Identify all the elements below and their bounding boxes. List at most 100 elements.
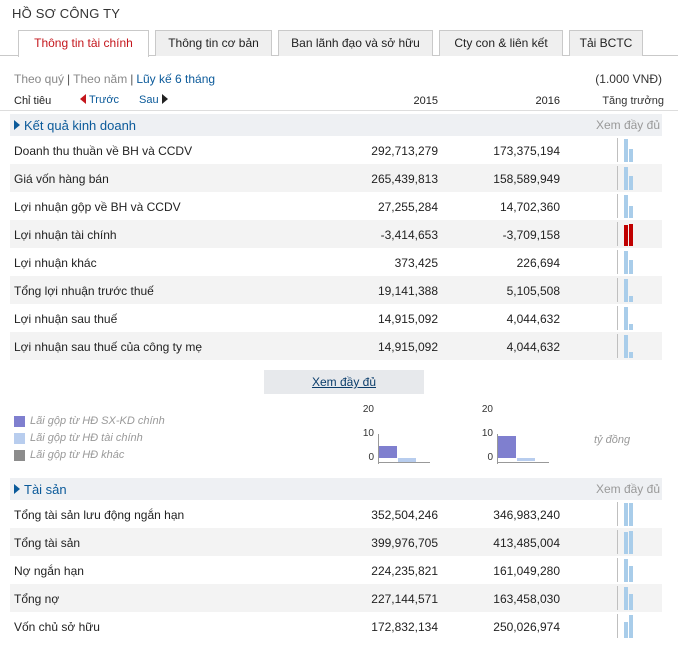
table-row: Lợi nhuận khác 373,425 226,694 <box>10 248 662 276</box>
spark-bar <box>624 335 628 358</box>
tab-financial-info[interactable]: Thông tin tài chính <box>18 30 149 57</box>
spark-bar <box>624 167 628 190</box>
growth-sparkline <box>612 220 633 248</box>
spark-axis <box>617 166 618 190</box>
spark-bar <box>629 324 633 330</box>
row-label: Lợi nhuận gộp về BH và CCDV <box>14 200 181 214</box>
growth-sparkline <box>612 332 633 360</box>
value-2015: 352,504,246 <box>371 508 438 522</box>
mini-chart-2015: 20 10 0 <box>362 404 432 464</box>
growth-sparkline <box>612 528 633 556</box>
spark-bar <box>629 206 633 218</box>
spark-bar <box>629 260 633 274</box>
mini-chart-2016: 20 10 0 <box>481 404 551 464</box>
spark-bar <box>629 566 633 582</box>
spark-axis <box>617 614 618 638</box>
view-full-button[interactable]: Xem đầy đủ <box>264 370 424 394</box>
y-axis <box>378 434 379 464</box>
spark-axis <box>617 502 618 526</box>
spark-bar <box>629 149 633 162</box>
growth-sparkline <box>612 556 633 584</box>
row-label: Tổng nợ <box>14 592 60 606</box>
spark-bar <box>624 139 628 162</box>
value-2015: 19,141,388 <box>377 284 438 298</box>
legend-label: Lãi gộp từ HĐ tài chính <box>30 432 143 444</box>
spark-bar <box>629 594 633 610</box>
spark-bar <box>624 559 628 582</box>
spark-axis <box>617 138 618 162</box>
growth-sparkline <box>612 304 633 332</box>
tab-subsidiaries[interactable]: Cty con & liên kết <box>439 30 563 56</box>
spark-bar <box>629 176 633 190</box>
row-label: Tổng tài sản lưu động ngắn hạn <box>14 508 185 522</box>
growth-sparkline <box>612 248 633 276</box>
section-arrow-icon <box>14 484 20 494</box>
growth-sparkline <box>612 192 633 220</box>
legend-label: Lãi gộp từ HĐ khác <box>30 449 125 461</box>
table-row: Tổng tài sản lưu động ngắn hạn 352,504,24… <box>10 500 662 528</box>
growth-sparkline <box>612 584 633 612</box>
section-title: Tài sản <box>24 482 67 497</box>
table-row: Vốn chủ sở hữu 172,832,134 250,026,974 <box>10 612 662 640</box>
period-quarter-link[interactable]: Theo quý <box>14 72 65 86</box>
period-ytd-link[interactable]: Lũy kế 6 tháng <box>136 72 216 86</box>
next-label: Sau <box>139 94 159 106</box>
row-label: Nợ ngắn hạn <box>14 564 84 578</box>
view-full-link[interactable]: Xem đầy đủ <box>595 118 660 132</box>
header-year-2016: 2016 <box>535 95 560 107</box>
spark-bar <box>629 503 633 526</box>
table-row: Lợi nhuận gộp về BH và CCDV 27,255,284 14,… <box>10 192 662 220</box>
table-row: Lợi nhuận sau thuế của công ty mẹ 14,915,… <box>10 332 662 360</box>
growth-sparkline <box>612 164 633 192</box>
prev-period-button[interactable]: Trước <box>80 94 119 106</box>
growth-sparkline <box>612 136 633 164</box>
table-row: Tổng lợi nhuận trước thuế 19,141,388 5,105… <box>10 276 662 304</box>
row-label: Giá vốn hàng bán <box>14 172 109 186</box>
value-2015: 14,915,092 <box>377 340 438 354</box>
row-label: Lợi nhuận sau thuế của công ty mẹ <box>14 340 202 354</box>
y-tick-label: 20 <box>362 404 374 415</box>
page-title: HỒ SƠ CÔNG TY <box>12 6 121 21</box>
tab-download-reports[interactable]: Tải BCTC <box>569 30 643 56</box>
spark-bar <box>629 296 633 302</box>
value-2016: 413,485,004 <box>493 536 560 550</box>
value-2015: 224,235,821 <box>371 564 438 578</box>
value-2015: -3,414,653 <box>380 228 438 242</box>
spark-axis <box>617 250 618 274</box>
spark-bar <box>624 307 628 330</box>
value-2016: 173,375,194 <box>493 144 560 158</box>
row-label: Tổng tài sản <box>14 536 81 550</box>
value-2015: 27,255,284 <box>377 200 438 214</box>
spark-bar <box>624 251 628 274</box>
legend-swatch <box>14 450 25 461</box>
legend-swatch <box>14 433 25 444</box>
chart-bar <box>379 446 397 458</box>
x-axis <box>378 462 430 463</box>
spark-bar <box>629 531 633 554</box>
period-year-link[interactable]: Theo năm <box>73 72 128 86</box>
value-2016: 4,044,632 <box>506 312 560 326</box>
y-tick-label: 10 <box>481 428 493 439</box>
table-row: Lợi nhuận sau thuế 14,915,092 4,044,632 <box>10 304 662 332</box>
y-tick-label: 0 <box>487 452 493 463</box>
tab-basic-info[interactable]: Thông tin cơ bản <box>155 30 272 56</box>
spark-bar <box>624 195 628 218</box>
value-2016: 346,983,240 <box>493 508 560 522</box>
next-period-button[interactable]: Sau <box>139 94 168 106</box>
value-2016: 161,049,280 <box>493 564 560 578</box>
spark-bar <box>624 587 628 610</box>
y-tick-label: 0 <box>368 452 374 463</box>
row-label: Lợi nhuận tài chính <box>14 228 117 242</box>
growth-sparkline <box>612 276 633 304</box>
view-full-link[interactable]: Xem đầy đủ <box>595 482 660 496</box>
spark-bar <box>629 615 633 638</box>
row-label: Doanh thu thuần về BH và CCDV <box>14 144 193 158</box>
spark-axis <box>617 558 618 582</box>
spark-axis <box>617 334 618 358</box>
chart-bar <box>498 436 516 458</box>
spark-bar <box>624 279 628 302</box>
arrow-right-icon <box>161 94 168 104</box>
tab-management-ownership[interactable]: Ban lãnh đạo và sở hữu <box>278 30 433 56</box>
spark-axis <box>617 194 618 218</box>
spark-axis <box>617 222 618 246</box>
